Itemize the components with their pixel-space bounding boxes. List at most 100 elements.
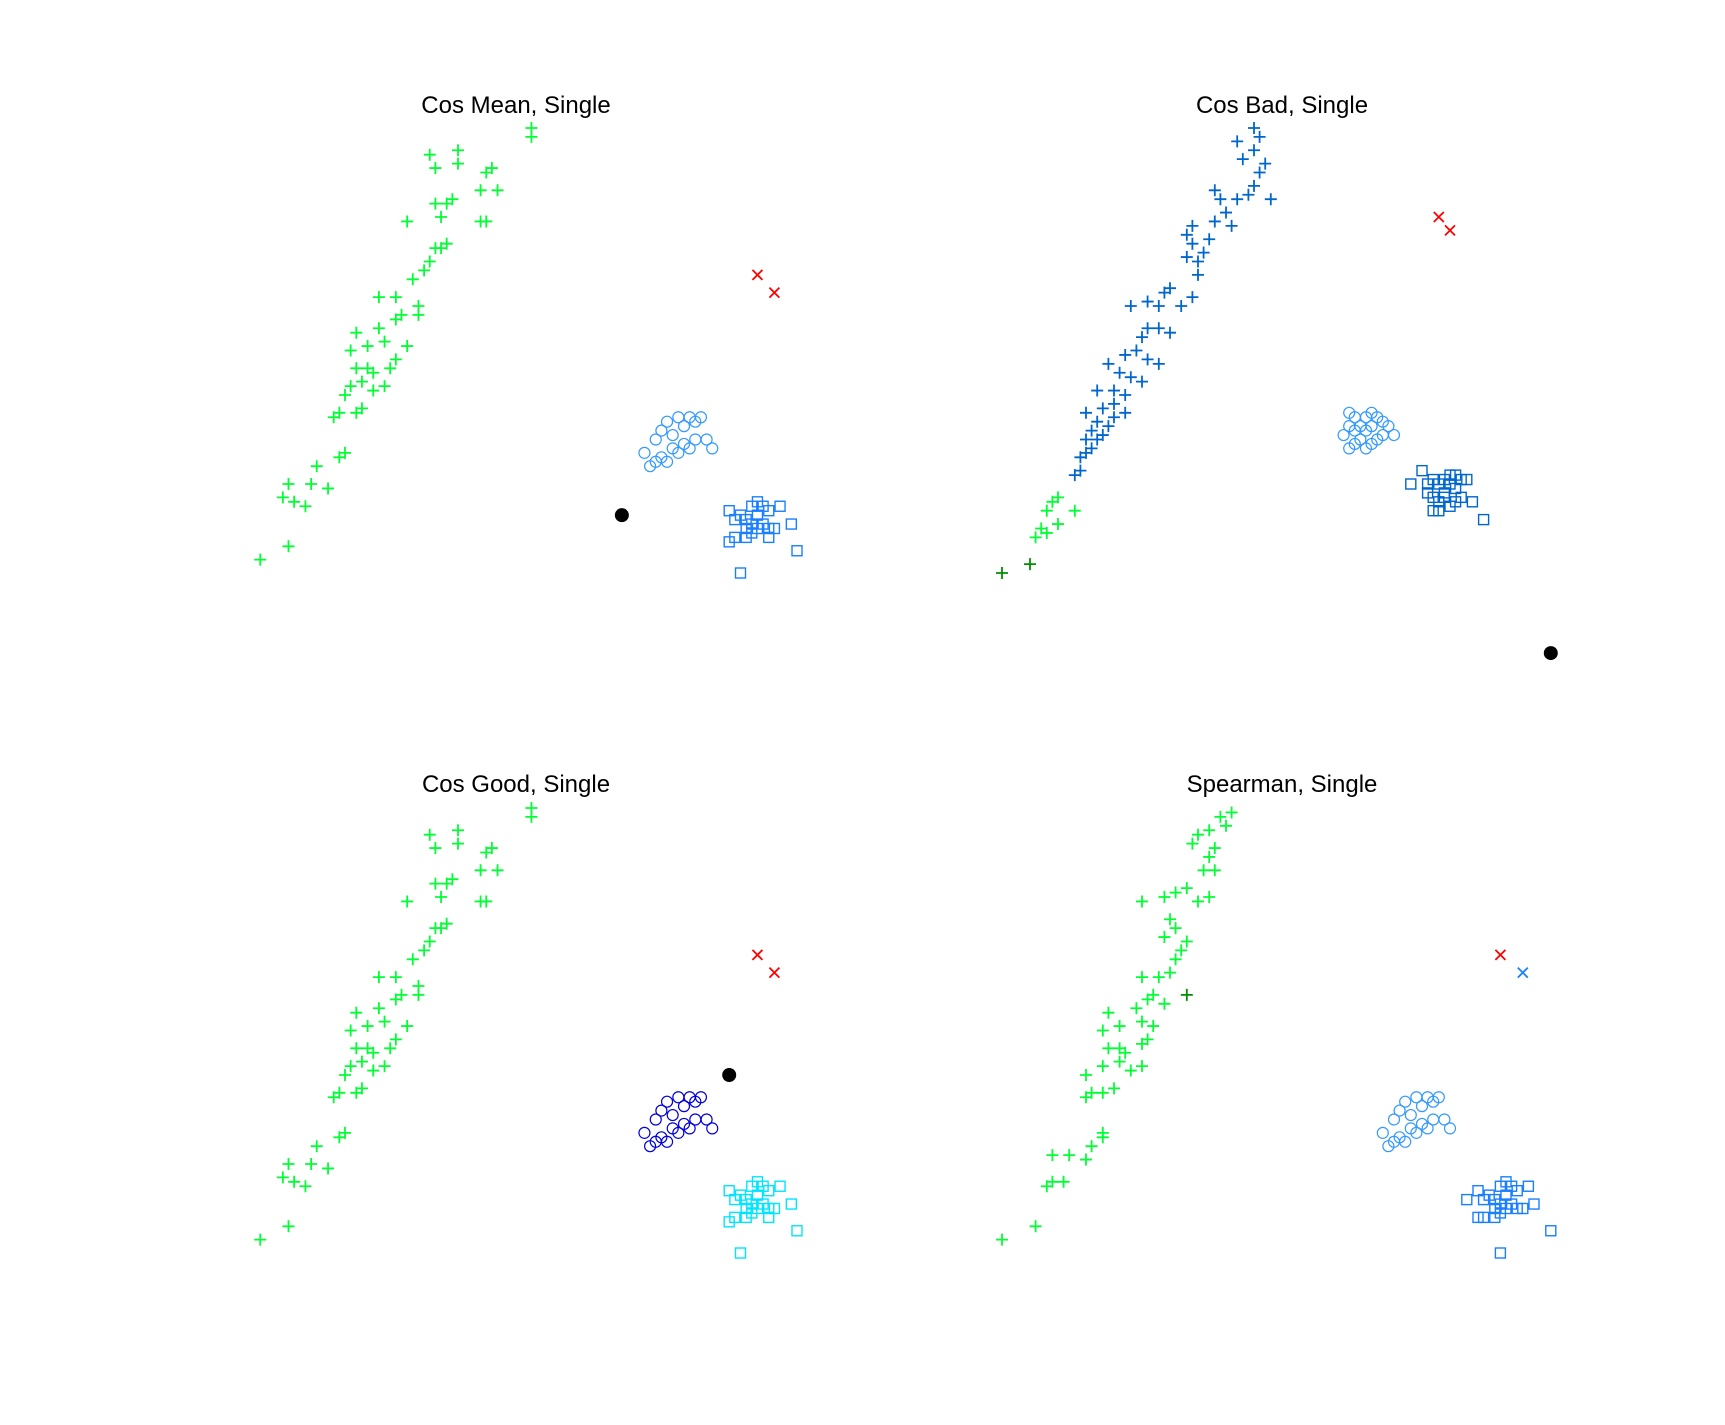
plus-point	[1057, 1175, 1070, 1188]
plus-point	[1080, 1153, 1092, 1166]
plus-point	[389, 353, 402, 366]
panel-title: Cos Mean, Single	[421, 92, 610, 119]
plus-point	[1102, 1006, 1115, 1019]
square-point	[1494, 1247, 1507, 1259]
plus-point	[1248, 144, 1260, 157]
plus-point	[1175, 300, 1188, 312]
plus-point	[429, 162, 442, 175]
square-point	[1522, 1180, 1535, 1192]
plus-point	[1119, 1046, 1132, 1059]
plus-point	[1113, 1020, 1126, 1033]
square-point	[785, 1198, 798, 1210]
plus-point	[355, 375, 368, 388]
plus-point	[1214, 193, 1227, 206]
square-point	[1427, 505, 1439, 517]
square-point	[768, 522, 781, 535]
plus-point	[446, 873, 459, 886]
plus-point	[1164, 326, 1176, 339]
plus-point	[322, 482, 335, 495]
plus-point	[401, 895, 414, 908]
plus-point	[1186, 291, 1199, 304]
plus-point	[372, 291, 385, 304]
plus-point	[355, 1082, 368, 1095]
plus-point	[418, 944, 431, 957]
plus-point	[344, 380, 357, 393]
plus-point	[344, 1024, 357, 1037]
circle-point	[1438, 1113, 1451, 1126]
plus-point	[1231, 193, 1244, 206]
panel-marks	[996, 806, 1557, 1259]
plus-point	[389, 971, 402, 984]
square-point	[1477, 1211, 1490, 1224]
circle-point	[1337, 428, 1350, 442]
plus-point	[350, 1006, 363, 1019]
plus-point	[491, 864, 504, 877]
plus-point	[1197, 246, 1210, 259]
plus-point	[480, 215, 493, 228]
circle-point	[1415, 1100, 1429, 1113]
centroid-dot	[722, 1068, 737, 1082]
plus-point	[1096, 402, 1109, 415]
circle-point	[660, 455, 674, 468]
plus-point	[378, 1060, 391, 1073]
square-point	[746, 500, 758, 512]
plus-point	[1024, 558, 1036, 571]
plus-point	[440, 237, 453, 250]
plus-point	[401, 340, 414, 353]
plus-point	[401, 1020, 414, 1033]
plus-point	[452, 157, 464, 170]
plus-point	[389, 291, 402, 304]
plus-point	[395, 988, 408, 1001]
plus-point	[344, 1060, 357, 1073]
circle-point	[1376, 1126, 1389, 1139]
x-point	[1494, 949, 1507, 961]
plus-point	[423, 828, 436, 841]
circle-point	[1432, 1091, 1445, 1104]
plus-point	[389, 1033, 402, 1046]
square-point	[785, 518, 798, 530]
plus-point	[429, 842, 442, 855]
plus-point	[1119, 348, 1132, 361]
circle-point	[666, 428, 679, 442]
plus-point	[1264, 193, 1277, 206]
square-point	[763, 505, 775, 517]
plus-point	[372, 322, 385, 335]
plus-point	[452, 837, 464, 850]
circle-point	[638, 1126, 651, 1139]
x-point	[1444, 224, 1456, 236]
square-point	[734, 1247, 747, 1259]
circle-point	[1387, 1113, 1401, 1126]
plus-point	[1068, 504, 1081, 517]
plus-point	[1180, 228, 1193, 241]
plus-point	[378, 1015, 391, 1028]
plus-point	[1080, 406, 1092, 419]
plus-point	[1214, 810, 1227, 823]
circle-point	[660, 1095, 674, 1108]
plus-point	[1046, 1175, 1059, 1188]
plus-point	[446, 193, 459, 206]
plus-point	[1141, 1033, 1154, 1046]
plus-point	[1052, 491, 1064, 504]
circle-point	[649, 1113, 662, 1126]
circle-point	[1399, 1095, 1412, 1108]
plus-point	[367, 1064, 380, 1077]
plus-point	[1096, 1060, 1109, 1073]
plus-point	[406, 953, 419, 966]
plus-point	[372, 1002, 385, 1015]
plus-point	[1186, 237, 1199, 250]
plus-point	[485, 842, 498, 855]
circle-point	[655, 424, 668, 437]
plus-point	[1164, 913, 1176, 926]
plus-point	[1192, 895, 1204, 908]
x-point	[768, 287, 781, 299]
circle-point	[672, 411, 685, 424]
plus-point	[1108, 397, 1120, 410]
square-point	[1416, 464, 1428, 477]
plus-point	[1248, 179, 1260, 192]
circle-point	[700, 433, 713, 446]
plus-point	[1164, 282, 1176, 295]
plus-point	[996, 567, 1008, 579]
plus-point	[339, 389, 351, 401]
plus-point	[1091, 384, 1104, 397]
